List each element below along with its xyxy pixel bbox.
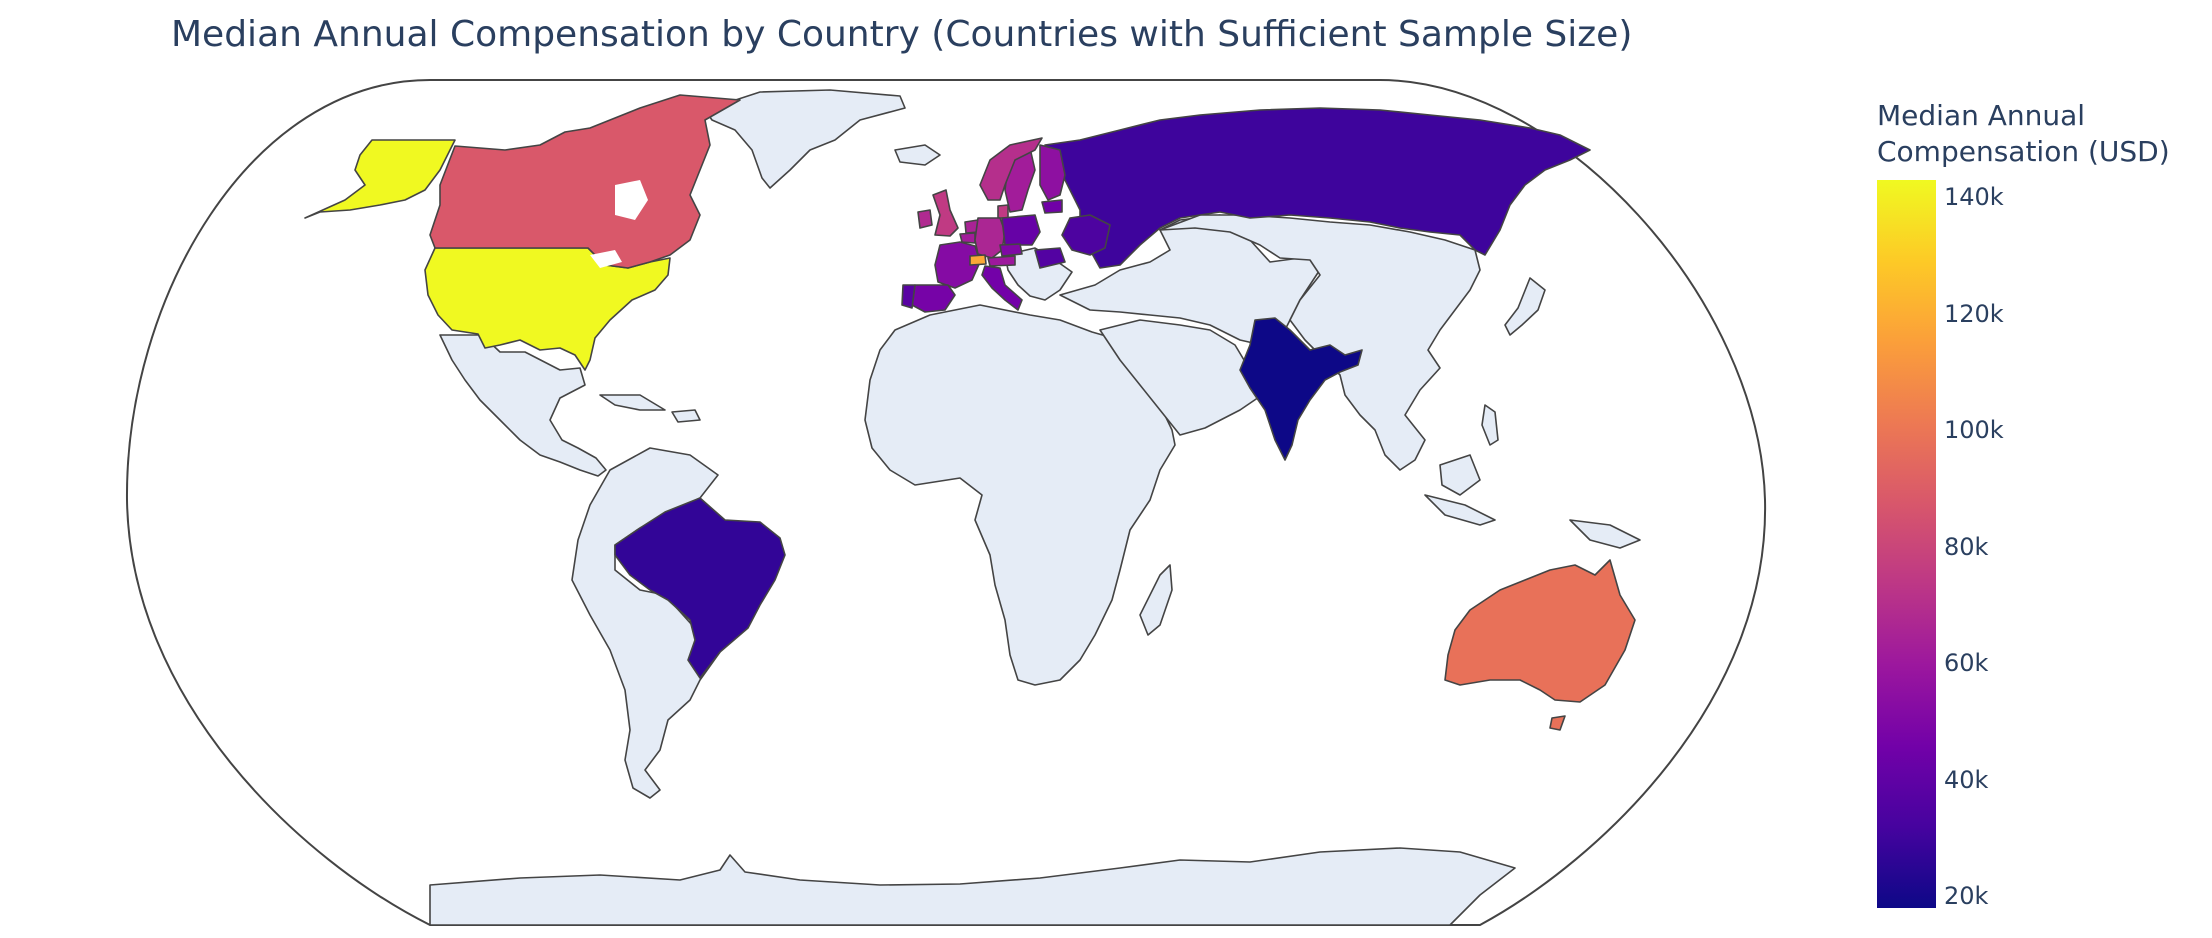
country-romania[interactable]	[1034, 247, 1066, 269]
colorbar-tick-label: 80k	[1944, 532, 1989, 561]
japan	[1504, 277, 1546, 336]
philippines	[1481, 404, 1499, 446]
country-ireland[interactable]	[917, 209, 933, 229]
chart-title: Median Annual Compensation by Country (C…	[171, 14, 1633, 55]
iceland	[894, 144, 941, 166]
madagascar	[1139, 564, 1173, 636]
world-map	[125, 79, 1767, 926]
country-estonia[interactable]	[1041, 199, 1063, 214]
country-united-kingdom[interactable]	[932, 189, 959, 237]
hudson-bay	[615, 180, 648, 220]
country-czechia[interactable]	[999, 243, 1023, 257]
colorbar-tick-label: 60k	[1944, 649, 1989, 678]
country-denmark[interactable]	[997, 204, 1009, 219]
country-russia[interactable]	[1044, 107, 1591, 269]
colorbar-gradient	[1877, 180, 1936, 908]
country-portugal[interactable]	[901, 284, 916, 309]
colorbar	[1877, 180, 1936, 908]
country-ukraine[interactable]	[1061, 214, 1111, 256]
greenland	[704, 89, 906, 189]
mexico-central-america	[439, 334, 607, 477]
hispaniola	[671, 409, 701, 423]
country-austria[interactable]	[987, 255, 1016, 267]
country-india[interactable]	[1239, 317, 1363, 461]
indonesia	[1424, 494, 1496, 526]
country-australia-tasmania[interactable]	[1549, 715, 1566, 731]
country-united-states-alaska[interactable]	[304, 139, 456, 219]
country-belgium[interactable]	[959, 232, 976, 244]
colorbar-tick-label: 100k	[1944, 416, 2004, 445]
great-lakes	[590, 250, 622, 268]
cuba	[599, 394, 666, 411]
arabia	[1099, 319, 1263, 436]
country-france[interactable]	[934, 241, 981, 289]
colorbar-tick-label: 120k	[1944, 299, 2004, 328]
china-asia	[1159, 214, 1481, 471]
country-norway[interactable]	[979, 137, 1043, 201]
colorbar-tick-label: 20k	[1944, 882, 1989, 911]
new-guinea	[1569, 519, 1641, 549]
colorbar-title-line-1: Median Annual	[1877, 99, 2086, 132]
country-poland[interactable]	[1001, 214, 1041, 246]
colorbar-tick-label: 140k	[1944, 183, 2004, 212]
country-switzerland[interactable]	[969, 254, 987, 266]
country-germany[interactable]	[974, 217, 1006, 259]
country-canada[interactable]	[429, 94, 741, 269]
antarctica	[429, 847, 1516, 926]
country-finland[interactable]	[1039, 144, 1066, 201]
colorbar-title-line-2: Compensation (USD)	[1877, 135, 2170, 168]
country-italy[interactable]	[981, 265, 1023, 311]
country-australia[interactable]	[1444, 559, 1636, 703]
borneo	[1439, 454, 1481, 496]
colorbar-tick-label: 40k	[1944, 765, 1989, 794]
colorbar-title: Median Annual Compensation (USD)	[1877, 98, 2170, 170]
country-brazil[interactable]	[614, 497, 786, 679]
